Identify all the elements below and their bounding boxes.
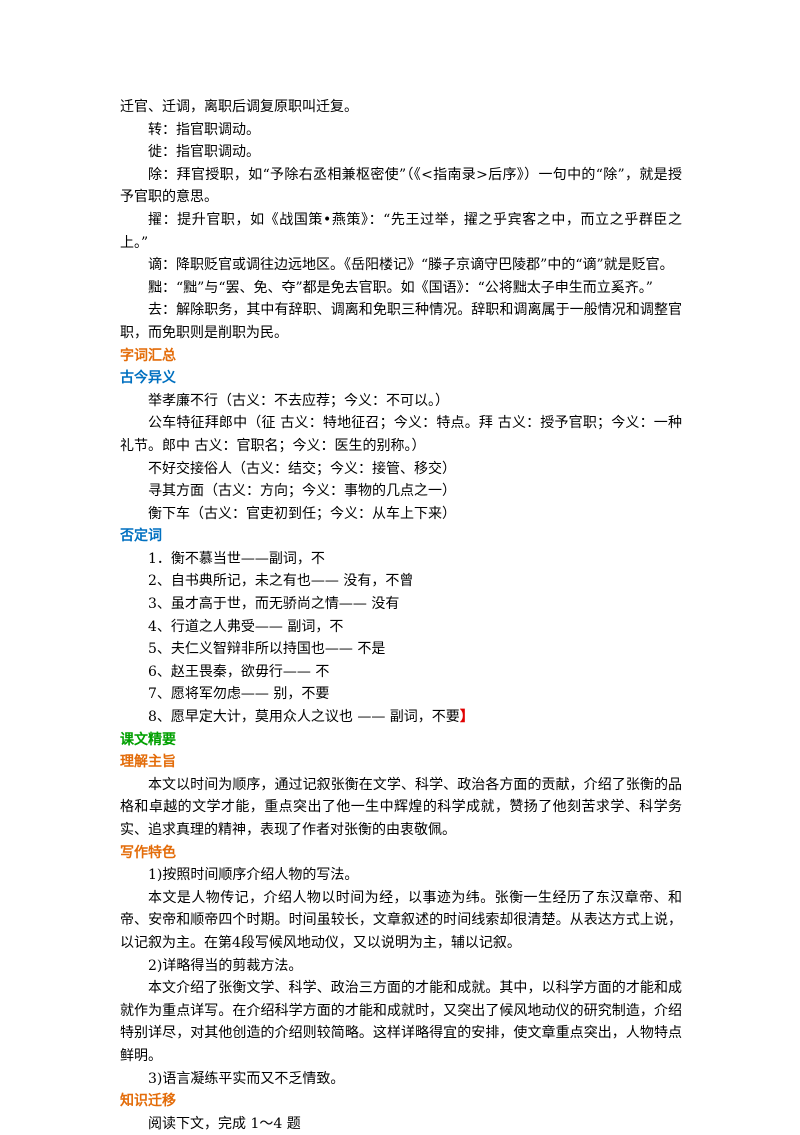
subsection-heading: 理解主旨 xyxy=(120,754,176,771)
section-heading: 字词汇总 xyxy=(120,347,176,364)
paragraph: 3)语言凝练平实而又不乏情致。 xyxy=(148,1070,345,1087)
list-item: 举孝廉不行（古义：不去应荐；今义：不可以。） xyxy=(148,392,449,409)
paragraph: 转：指官职调动。 xyxy=(148,121,260,138)
list-item: 公车特征拜郎中（征 古义：特地征召；今义：特点。拜 古义：授予官职；今义：一种礼… xyxy=(120,415,682,454)
list-item: 6、赵王畏秦，欲毋行—— 不 xyxy=(148,663,330,680)
list-item: 2、自书典所记，未之有也—— 没有，不曾 xyxy=(148,573,414,590)
list-item: 4、行道之人弗受—— 副词，不 xyxy=(148,618,344,635)
subsection-heading: 写作特色 xyxy=(120,844,176,861)
paragraph: 谪：降职贬官或调往边远地区。《岳阳楼记》“滕子京谪守巴陵郡”中的“谪”就是贬官。 xyxy=(148,257,674,274)
paragraph: 除：拜官授职，如“予除右丞相兼枢密使”（《<指南录>后序》）一句中的“除”，就是… xyxy=(120,166,682,206)
list-item: 寻其方面（古义：方向；今义：事物的几点之一） xyxy=(148,483,456,500)
list-item: 1．衡不慕当世——副词，不 xyxy=(148,550,325,567)
list-item: 5、夫仁义智辩非所以持国也—— 不是 xyxy=(148,641,386,658)
section-heading: 课文精要 xyxy=(120,731,176,748)
list-item: 7、愿将军勿虑—— 别，不要 xyxy=(148,686,330,703)
paragraph: 2)详略得当的剪裁方法。 xyxy=(148,957,303,974)
document: 迁官、迁调，离职后调复原职叫迁复。 转：指官职调动。 徙：指官职调动。 除：拜官… xyxy=(120,96,682,1135)
paragraph: 本文是人物传记，介绍人物以时间为经，以事迹为纬。张衡一生经历了东汉章帝、和帝、安… xyxy=(120,889,682,951)
section-heading: 知识迁移 xyxy=(120,1093,176,1110)
paragraph: 徙：指官职调动。 xyxy=(148,144,260,161)
paragraph: 迁官、迁调，离职后调复原职叫迁复。 xyxy=(120,99,358,115)
subsection-heading: 否定词 xyxy=(120,528,162,545)
paragraph: 1)按照时间顺序介绍人物的写法。 xyxy=(148,867,359,884)
paragraph: 擢：提升官职，如《战国策•燕策》：“先王过举，擢之乎宾客之中，而立之乎群臣之上。… xyxy=(120,211,682,251)
list-item: 3、虽才高于世，而无骄尚之情—— 没有 xyxy=(148,596,400,613)
paragraph: 黜：“黜”与“罢、免、夺”都是免去官职。如《国语》：“公将黜太子申生而立奚齐。” xyxy=(148,279,653,296)
list-item: 8、愿早定大计，莫用众人之议也 —— 副词，不要 xyxy=(148,709,460,726)
paragraph: 去：解除职务，其中有辞职、调离和免职三种情况。辞职和调离属于一般情况和调整官职，… xyxy=(120,302,682,341)
paragraph: 阅读下文，完成 1～4 题 xyxy=(148,1115,301,1132)
list-item-wrap: 8、愿早定大计，莫用众人之议也 —— 副词，不要】 xyxy=(120,706,682,729)
paragraph: 本文以时间为顺序，通过记叙张衡在文学、科学、政治各方面的贡献，介绍了张衡的品格和… xyxy=(120,776,682,838)
bracket: 】 xyxy=(459,709,474,726)
paragraph: 本文介绍了张衡文学、科学、政治三方面的才能和成就。其中，以科学方面的才能和成就作… xyxy=(120,980,682,1064)
list-item: 衡下车（古义：官吏初到任；今义：从车上下来） xyxy=(148,505,456,522)
subsection-heading: 古今异义 xyxy=(120,370,176,387)
list-item: 不好交接俗人（古义：结交；今义：接管、移交） xyxy=(148,460,456,477)
